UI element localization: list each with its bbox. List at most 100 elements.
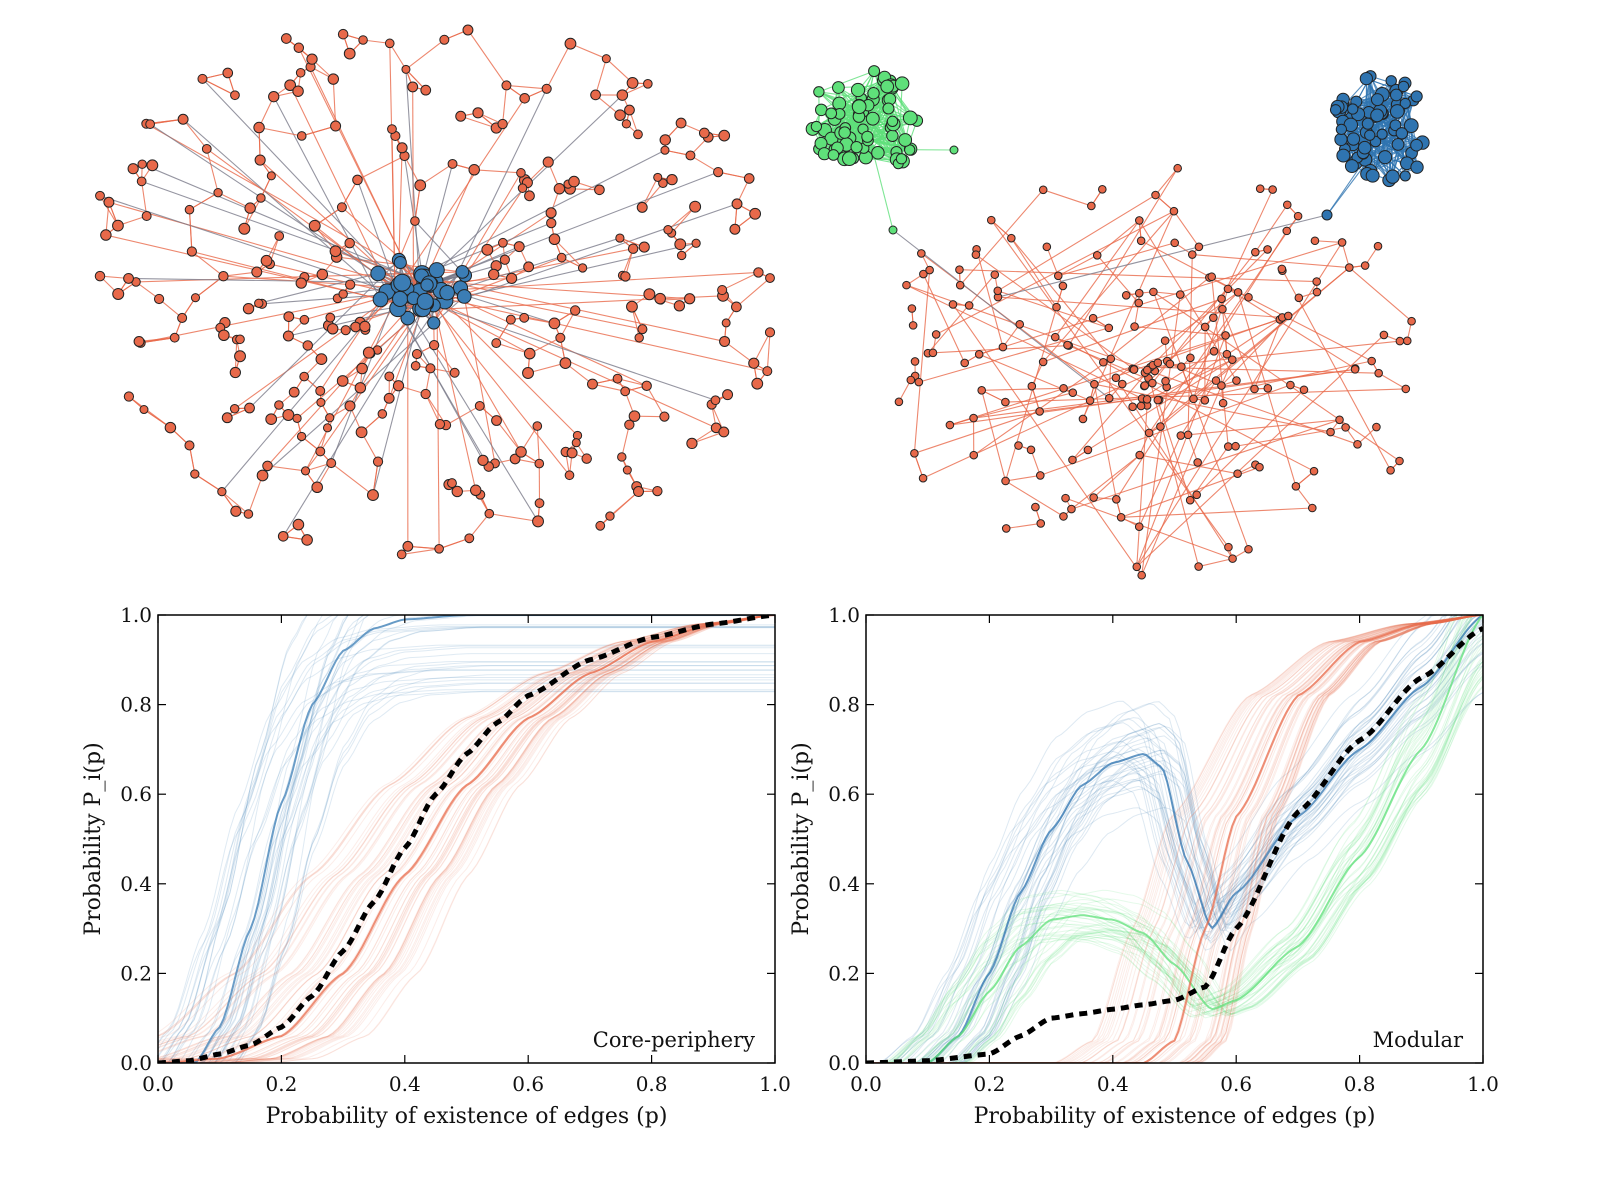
network-node: [815, 103, 828, 117]
curve-module_green: [866, 644, 1483, 1063]
network-node: [396, 142, 408, 154]
network-node: [1134, 298, 1144, 308]
network-node: [311, 481, 323, 494]
network-node: [1307, 503, 1317, 513]
network-edge: [1150, 340, 1400, 368]
curve-module_green: [866, 660, 1483, 1063]
network-node: [719, 335, 731, 347]
network-node: [254, 154, 266, 166]
curve-periphery: [158, 615, 775, 1063]
network-node: [764, 327, 776, 338]
curve-periphery: [866, 615, 1483, 1063]
network-node: [244, 202, 256, 214]
curve-periphery: [158, 615, 775, 1063]
curve-periphery: [158, 615, 775, 1063]
curve-periphery: [158, 615, 775, 1046]
network-node: [1200, 322, 1210, 332]
network-edge: [273, 96, 382, 300]
network-node: [474, 400, 485, 411]
network-node: [497, 118, 508, 130]
network-edge: [397, 237, 621, 309]
network-node: [400, 310, 416, 326]
network-node: [1059, 512, 1068, 521]
network-node: [1217, 381, 1226, 390]
network-node: [1132, 562, 1142, 572]
network-edge: [766, 332, 771, 372]
network-node: [620, 386, 631, 397]
network-edge: [1043, 189, 1092, 207]
network-node: [908, 321, 918, 330]
curve-module_green: [866, 655, 1483, 1063]
network-node: [326, 458, 337, 469]
network-node: [1209, 313, 1218, 322]
curve-module_green: [866, 615, 1483, 1063]
network-node: [164, 421, 177, 434]
network-node: [1027, 381, 1037, 391]
x-tick-label: 0.0: [850, 1072, 882, 1096]
network-node: [190, 469, 200, 479]
network-node: [1255, 462, 1264, 472]
curve-module_green: [866, 615, 1483, 1063]
curve-module_blue: [866, 661, 1483, 1063]
network-node: [177, 312, 188, 323]
modular-network: [805, 65, 1430, 580]
network-node: [316, 268, 329, 281]
network-node: [1263, 384, 1273, 393]
network-node: [1367, 356, 1376, 366]
network-node: [534, 498, 545, 509]
network-edge: [621, 424, 630, 458]
network-node: [919, 269, 928, 279]
network-edge: [867, 136, 910, 151]
network-edge: [357, 155, 405, 181]
network-edge: [570, 43, 607, 60]
modular-chart: 0.0 0.2 0.4 0.6 0.8 1.0 0.0 0.2 0.4 0.6 0.8 1.0 Mod…: [789, 603, 1499, 1129]
network-edge: [188, 209, 193, 252]
curve-periphery: [866, 615, 1483, 1063]
network-node: [1121, 291, 1131, 300]
network-node: [177, 113, 189, 125]
curve-periphery: [866, 615, 1483, 1063]
network-edge: [461, 172, 522, 273]
network-node: [1293, 211, 1303, 221]
network-node: [1389, 119, 1402, 132]
network-edge: [412, 86, 415, 299]
network-node: [624, 104, 635, 116]
network-node: [345, 279, 356, 290]
plot-frame: [157, 614, 776, 1064]
curve-module_green: [866, 671, 1483, 1063]
network-edge: [646, 385, 665, 417]
network-node: [288, 386, 300, 398]
network-node: [615, 233, 625, 243]
network-node: [1364, 129, 1376, 141]
network-node: [571, 438, 581, 448]
network-edge: [997, 194, 1156, 292]
network-edge: [467, 29, 507, 86]
network-node: [1177, 362, 1186, 372]
network-node: [1104, 323, 1114, 333]
network-node: [1223, 284, 1233, 294]
network-node: [1373, 241, 1383, 251]
network-edge: [99, 195, 427, 305]
network-node: [729, 223, 741, 235]
network-node: [1001, 397, 1010, 407]
network-node: [123, 391, 135, 402]
network-node: [1112, 495, 1121, 504]
network-edge: [298, 47, 420, 292]
curve-core: [158, 669, 775, 1056]
network-node: [910, 357, 920, 366]
network-node: [675, 117, 687, 129]
y-tick-label: 1.0: [828, 603, 860, 627]
curve-module_blue: [866, 638, 1483, 1063]
curve-periphery: [866, 615, 1483, 1063]
curve-core: [158, 661, 775, 1063]
network-node: [545, 207, 557, 219]
network-node: [230, 505, 242, 517]
network-node: [1341, 423, 1350, 432]
network-edge: [1136, 334, 1385, 568]
network-node: [948, 300, 958, 309]
curve-core: [158, 627, 775, 1063]
network-node: [676, 250, 687, 261]
curve-core: [158, 615, 775, 1063]
network-node: [868, 65, 881, 78]
